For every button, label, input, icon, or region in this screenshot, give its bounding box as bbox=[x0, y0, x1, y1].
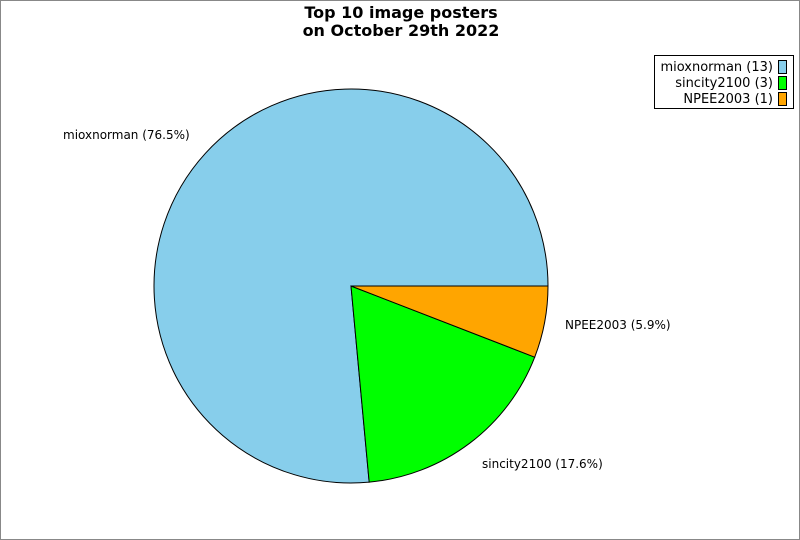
legend-label: NPEE2003 (1) bbox=[683, 91, 773, 107]
legend: mioxnorman (13) sincity2100 (3) NPEE2003… bbox=[654, 55, 794, 109]
title-line-2: on October 29th 2022 bbox=[302, 21, 500, 40]
chart-title: Top 10 image posters on October 29th 202… bbox=[1, 3, 799, 40]
legend-label: mioxnorman (13) bbox=[660, 59, 773, 75]
slice-label-sincity2100: sincity2100 (17.6%) bbox=[482, 457, 603, 471]
legend-item-npee2003: NPEE2003 (1) bbox=[683, 91, 787, 107]
legend-item-mioxnorman: mioxnorman (13) bbox=[660, 59, 787, 75]
legend-label: sincity2100 (3) bbox=[675, 75, 773, 91]
legend-swatch bbox=[778, 60, 787, 74]
legend-swatch bbox=[778, 92, 787, 106]
title-line-1: Top 10 image posters bbox=[304, 3, 498, 22]
legend-swatch bbox=[778, 76, 787, 90]
legend-item-sincity2100: sincity2100 (3) bbox=[675, 75, 787, 91]
slice-label-npee2003: NPEE2003 (5.9%) bbox=[565, 318, 671, 332]
pie-slice-npee2003 bbox=[350, 285, 549, 358]
slice-label-mioxnorman: mioxnorman (76.5%) bbox=[63, 128, 190, 142]
pie-slice-sincity2100 bbox=[350, 285, 536, 483]
